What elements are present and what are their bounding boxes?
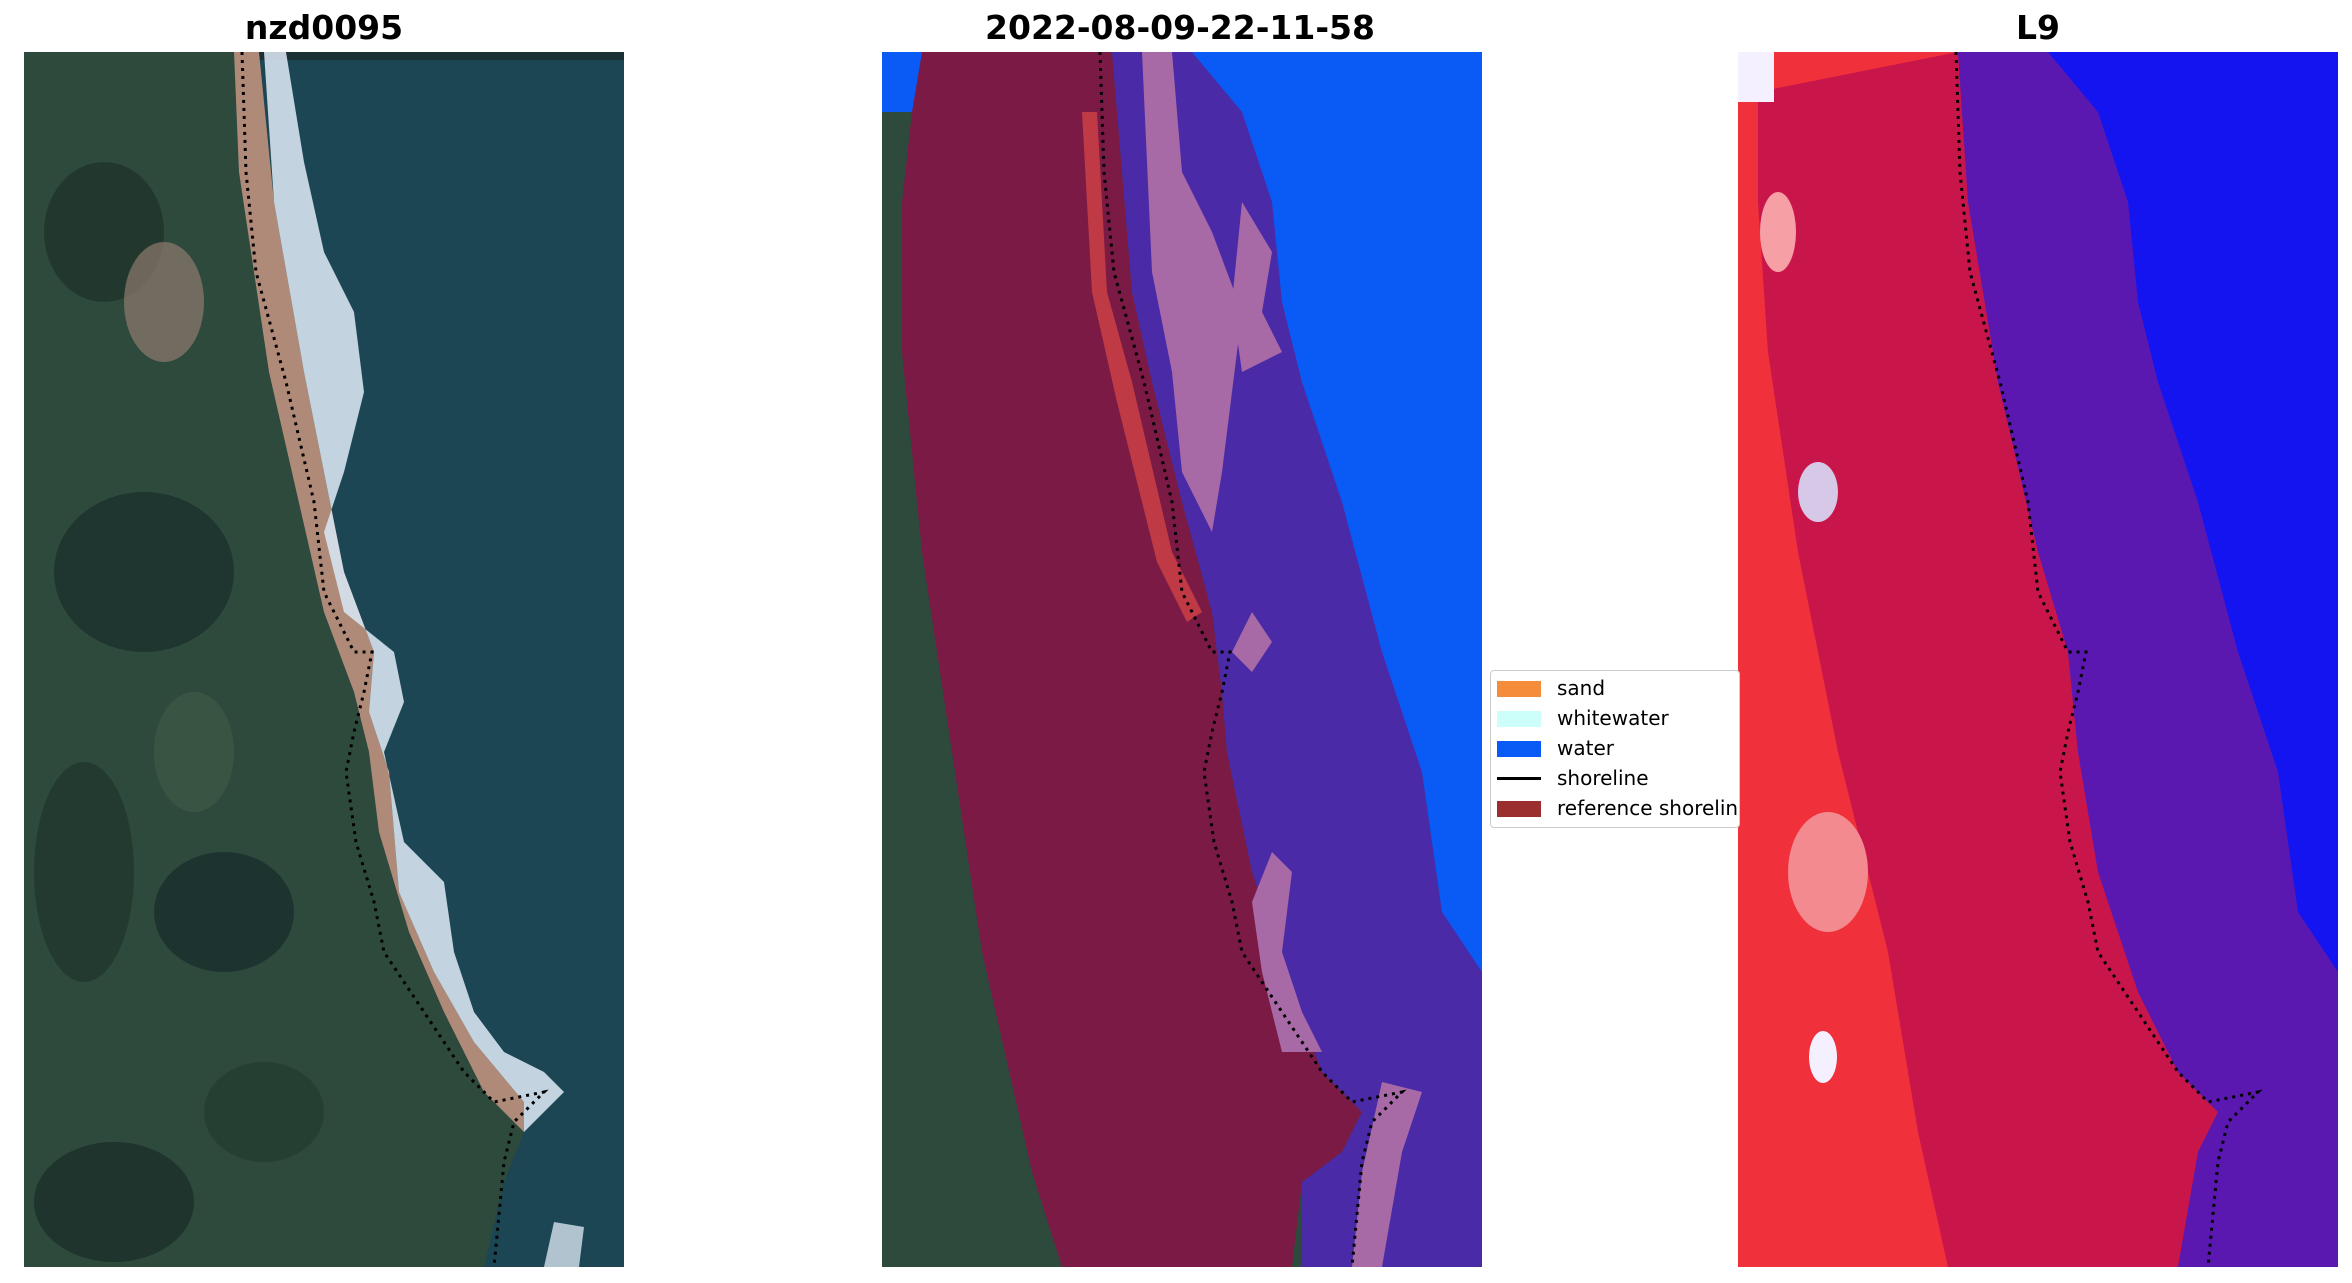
index-panel [1738, 52, 2338, 1267]
classification-overlay-image [882, 52, 1482, 1267]
panel-title-index: L9 [2016, 8, 2060, 47]
shoreline-line [1954, 52, 2263, 1267]
water-region [1112, 52, 1482, 1267]
panel-title-classification: 2022-08-09-22-11-58 [985, 8, 1375, 47]
index-map-image [1738, 52, 2338, 1267]
classification-panel [882, 52, 1482, 1267]
panel-title-image: nzd0095 [244, 8, 404, 47]
rgb-image-panel [24, 52, 624, 1267]
rgb-satellite-image [24, 52, 624, 1267]
legend: sand whitewater water shoreline referenc… [1490, 670, 1740, 828]
shoreline-line [1098, 52, 1407, 1267]
shoreline-line [240, 52, 549, 1267]
